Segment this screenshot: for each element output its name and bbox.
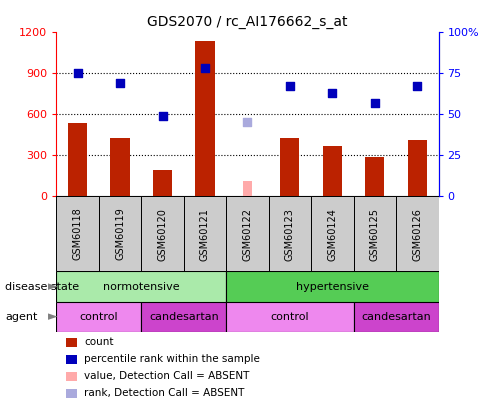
Text: GSM60124: GSM60124 xyxy=(327,208,338,260)
Text: rank, Detection Call = ABSENT: rank, Detection Call = ABSENT xyxy=(84,388,245,398)
Text: control: control xyxy=(79,312,118,322)
Point xyxy=(328,90,336,96)
Title: GDS2070 / rc_AI176662_s_at: GDS2070 / rc_AI176662_s_at xyxy=(147,15,348,29)
Point xyxy=(116,80,124,86)
Text: GSM60122: GSM60122 xyxy=(243,208,252,261)
Text: disease state: disease state xyxy=(5,281,79,292)
Bar xyxy=(68,123,87,196)
Bar xyxy=(184,196,226,271)
Bar xyxy=(56,196,99,271)
Point xyxy=(286,83,294,89)
Text: candesartan: candesartan xyxy=(361,312,431,322)
Bar xyxy=(110,138,129,196)
Bar xyxy=(153,171,172,196)
Bar xyxy=(56,271,226,302)
Bar xyxy=(141,196,184,271)
Point xyxy=(74,70,81,77)
Text: agent: agent xyxy=(5,312,37,322)
Text: GSM60125: GSM60125 xyxy=(370,208,380,261)
Text: hypertensive: hypertensive xyxy=(296,281,369,292)
Text: count: count xyxy=(84,337,114,347)
Bar xyxy=(226,302,354,332)
Bar xyxy=(56,302,141,332)
Text: GSM60118: GSM60118 xyxy=(73,208,83,260)
Bar xyxy=(243,181,252,196)
Point xyxy=(201,65,209,71)
Bar xyxy=(141,302,226,332)
Text: GSM60123: GSM60123 xyxy=(285,208,295,260)
Bar xyxy=(354,302,439,332)
Text: value, Detection Call = ABSENT: value, Detection Call = ABSENT xyxy=(84,371,249,381)
Bar xyxy=(354,196,396,271)
Bar xyxy=(196,40,215,196)
Text: percentile rank within the sample: percentile rank within the sample xyxy=(84,354,260,364)
Point xyxy=(414,83,421,89)
Bar xyxy=(99,196,141,271)
Bar xyxy=(396,196,439,271)
Text: normotensive: normotensive xyxy=(103,281,180,292)
Bar xyxy=(280,138,299,196)
Bar xyxy=(408,141,427,196)
Point xyxy=(371,100,379,107)
Bar xyxy=(366,157,385,196)
Text: GSM60126: GSM60126 xyxy=(412,208,422,260)
Text: control: control xyxy=(270,312,309,322)
Point xyxy=(159,113,167,119)
Bar xyxy=(269,196,311,271)
Bar xyxy=(226,196,269,271)
Text: candesartan: candesartan xyxy=(149,312,219,322)
Text: ►: ► xyxy=(48,280,58,293)
Text: GSM60119: GSM60119 xyxy=(115,208,125,260)
Text: GSM60120: GSM60120 xyxy=(157,208,168,260)
Bar xyxy=(311,196,354,271)
Text: ►: ► xyxy=(48,310,58,324)
Point xyxy=(244,119,251,125)
Bar xyxy=(323,146,342,196)
Text: GSM60121: GSM60121 xyxy=(200,208,210,260)
Bar xyxy=(226,271,439,302)
